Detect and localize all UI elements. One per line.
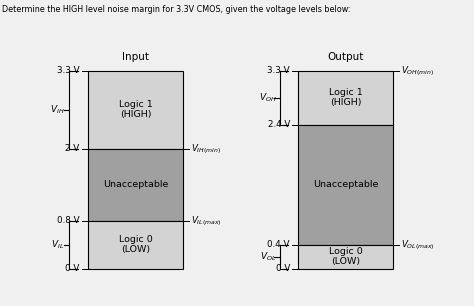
Text: $V_{\mathit{OH(min)}}$: $V_{\mathit{OH(min)}}$ bbox=[401, 64, 435, 78]
Text: Determine the HIGH level noise margin for 3.3V CMOS, given the voltage levels be: Determine the HIGH level noise margin fo… bbox=[1, 5, 350, 14]
Text: 0 V: 0 V bbox=[65, 264, 80, 273]
Text: $V_{\mathit{IL}}$: $V_{\mathit{IL}}$ bbox=[51, 238, 64, 251]
Text: Unacceptable: Unacceptable bbox=[103, 180, 168, 189]
Text: $V_{\mathit{OH}}$: $V_{\mathit{OH}}$ bbox=[259, 91, 277, 104]
Bar bbox=[299, 125, 393, 245]
Text: $V_{\mathit{OL(max)}}$: $V_{\mathit{OL(max)}}$ bbox=[401, 238, 435, 252]
Text: $V_{\mathit{IH}}$: $V_{\mathit{IH}}$ bbox=[50, 103, 65, 116]
Text: 2.4 V: 2.4 V bbox=[267, 120, 290, 129]
Text: 3.3 V: 3.3 V bbox=[57, 66, 80, 75]
Text: Logic 1
(HIGH): Logic 1 (HIGH) bbox=[329, 88, 363, 107]
Text: Logic 1
(HIGH): Logic 1 (HIGH) bbox=[118, 100, 152, 119]
Text: Unacceptable: Unacceptable bbox=[313, 180, 378, 189]
Text: Logic 0
(LOW): Logic 0 (LOW) bbox=[329, 247, 363, 267]
Text: 0.8 V: 0.8 V bbox=[57, 216, 80, 225]
Text: 2 V: 2 V bbox=[65, 144, 80, 153]
Text: Logic 0
(LOW): Logic 0 (LOW) bbox=[118, 235, 152, 255]
Text: $V_{\mathit{IH(min)}}$: $V_{\mathit{IH(min)}}$ bbox=[191, 142, 221, 156]
Text: Output: Output bbox=[328, 52, 364, 62]
Bar bbox=[88, 149, 182, 221]
Bar bbox=[299, 245, 393, 269]
Text: $V_{\mathit{OL}}$: $V_{\mathit{OL}}$ bbox=[260, 251, 276, 263]
Text: Input: Input bbox=[122, 52, 149, 62]
Text: 0 V: 0 V bbox=[275, 264, 290, 273]
Text: 0.4 V: 0.4 V bbox=[267, 240, 290, 249]
Bar bbox=[299, 71, 393, 125]
Text: $V_{\mathit{IL(max)}}$: $V_{\mathit{IL(max)}}$ bbox=[191, 214, 222, 228]
Bar bbox=[88, 221, 182, 269]
Bar bbox=[88, 71, 182, 149]
Text: 3.3 V: 3.3 V bbox=[267, 66, 290, 75]
